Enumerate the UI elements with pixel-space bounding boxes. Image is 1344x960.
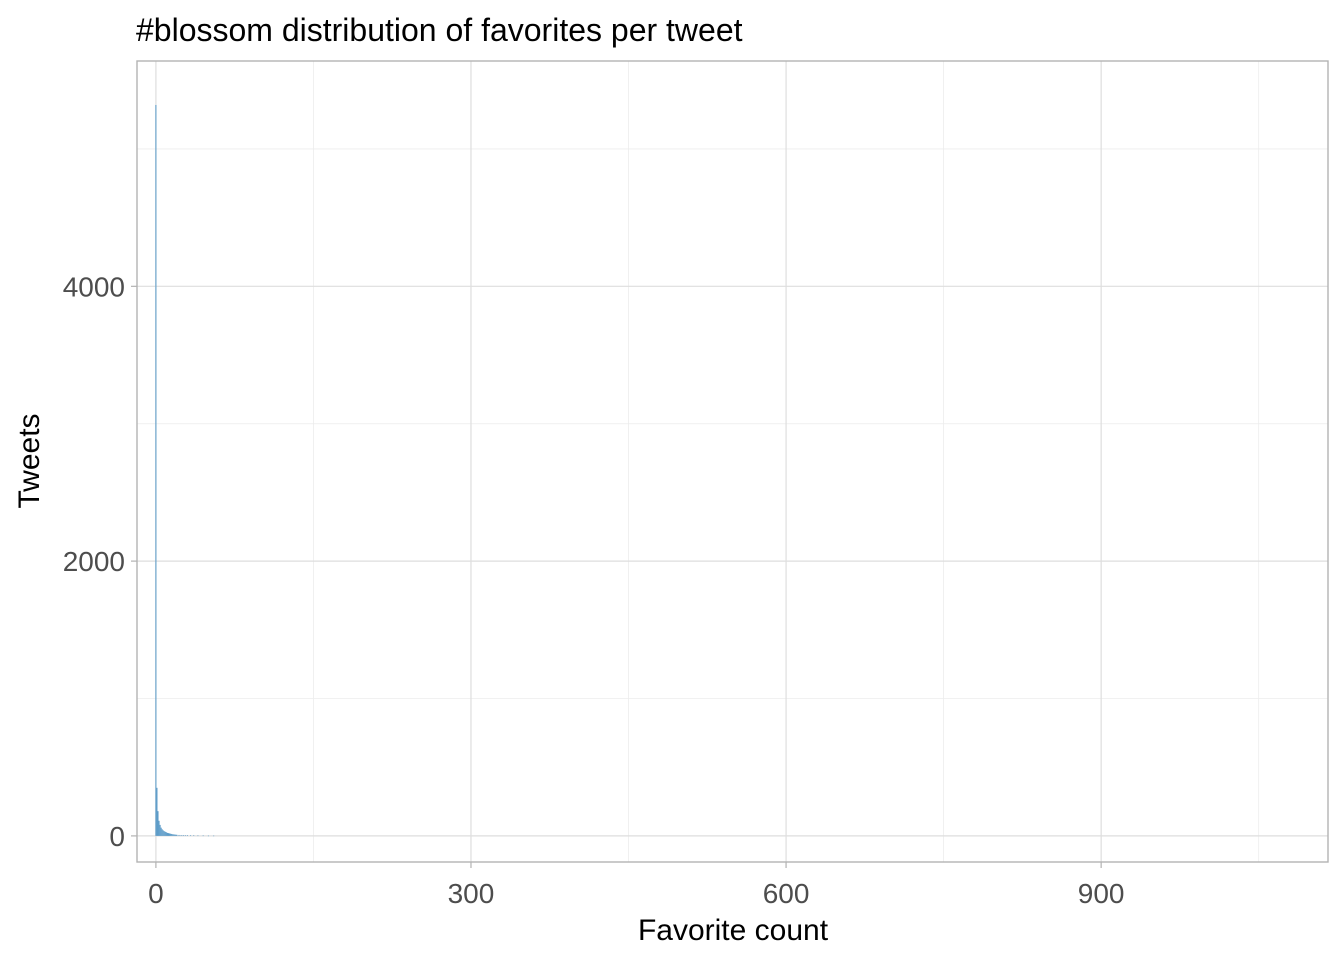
- histogram-bar: [207, 835, 209, 837]
- y-tick-label: 2000: [63, 546, 125, 577]
- histogram-bar: [193, 835, 195, 836]
- x-tick-label: 900: [1078, 878, 1125, 909]
- histogram-bar: [178, 834, 180, 836]
- x-tick-label: 0: [148, 878, 164, 909]
- y-tick-label: 4000: [63, 271, 125, 302]
- histogram-bar: [213, 835, 215, 837]
- histogram-bar: [157, 811, 159, 836]
- x-tick-label: 600: [763, 878, 810, 909]
- x-axis-title: Favorite count: [638, 914, 829, 947]
- histogram-bar: [197, 835, 199, 837]
- histogram-bar: [163, 831, 165, 836]
- histogram-bar: [156, 787, 158, 836]
- histogram-bar: [164, 831, 166, 836]
- histogram-bar: [166, 832, 168, 836]
- chart-title: #blossom distribution of favorites per t…: [136, 12, 743, 48]
- histogram-bar: [182, 835, 184, 836]
- histogram-bar: [172, 834, 174, 836]
- histogram-bar: [159, 824, 161, 836]
- histogram-bar: [173, 834, 175, 836]
- histogram-bar: [158, 820, 160, 836]
- histogram-bar: [190, 835, 192, 836]
- histogram-bar: [180, 835, 182, 836]
- histogram-bar: [169, 833, 171, 836]
- panel-border: [136, 60, 1329, 863]
- histogram-bar: [186, 835, 188, 836]
- histogram-bar: [184, 835, 186, 836]
- x-axis-ticks: 0 300 600 900: [148, 862, 1125, 909]
- histogram-bar: [160, 827, 162, 836]
- histogram-bar: [170, 833, 172, 836]
- histogram-bar: [176, 834, 178, 836]
- histogram-bar: [162, 830, 164, 836]
- histogram-bar: [174, 834, 176, 836]
- histogram-bar: [175, 834, 177, 836]
- histogram-bar: [165, 832, 167, 836]
- grid-lines: [137, 61, 1328, 862]
- y-tick-label: 0: [109, 821, 125, 852]
- x-tick-label: 300: [448, 878, 495, 909]
- y-axis-ticks: 0 2000 4000: [63, 271, 137, 852]
- histogram-bar: [161, 829, 163, 836]
- histogram-bars: [155, 104, 215, 837]
- histogram-bar: [202, 835, 204, 837]
- histogram-bar: [171, 833, 173, 836]
- y-axis-title: Tweets: [13, 413, 46, 508]
- histogram-bar: [155, 104, 157, 836]
- histogram-bar: [167, 833, 170, 836]
